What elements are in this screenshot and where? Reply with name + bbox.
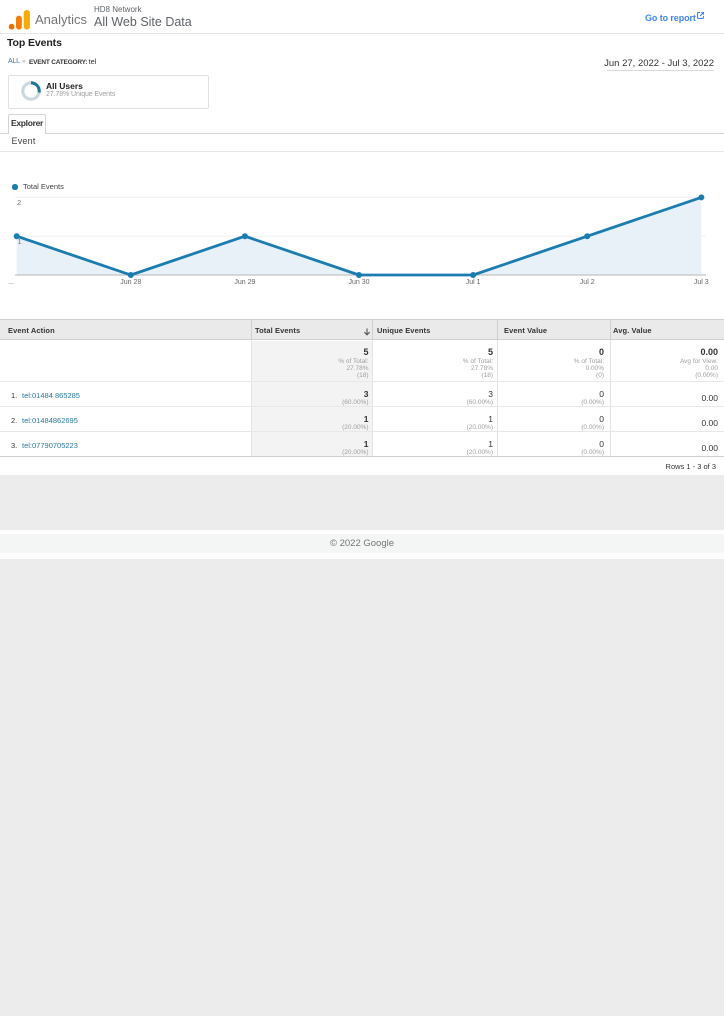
svg-text:Jul 3: Jul 3: [694, 279, 709, 286]
svg-text:...: ...: [8, 279, 14, 286]
svg-text:Jul 2: Jul 2: [580, 279, 595, 286]
svg-text:Jul 1: Jul 1: [466, 279, 481, 286]
svg-text:1: 1: [18, 237, 22, 246]
svg-text:Jun 29: Jun 29: [234, 279, 255, 286]
svg-text:2: 2: [17, 198, 21, 207]
svg-text:Jun 30: Jun 30: [348, 279, 369, 286]
svg-text:Jun 28: Jun 28: [120, 279, 141, 286]
